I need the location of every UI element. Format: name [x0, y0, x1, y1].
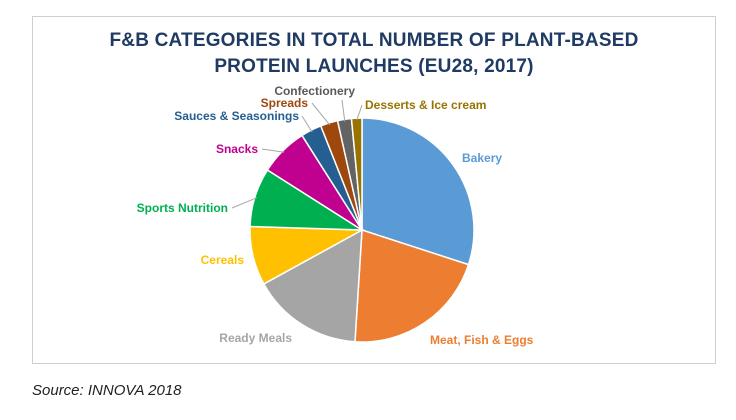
- pie-slice-desserts-ice-cream: [350, 117, 363, 231]
- chart-title-line-1: F&B CATEGORIES IN TOTAL NUMBER OF PLANT-…: [109, 30, 639, 51]
- data-label: Meat, Fish & Eggs: [430, 333, 534, 347]
- chart-title: F&B CATEGORIES IN TOTAL NUMBER OF PLANT-…: [32, 28, 716, 80]
- data-label: Snacks: [216, 142, 258, 156]
- data-label: Sports Nutrition: [137, 201, 228, 215]
- pie-slice-bakery: [361, 117, 475, 266]
- data-label: Desserts & Ice cream: [365, 98, 486, 112]
- data-label: Bakery: [462, 151, 502, 165]
- pie-slice-ready-meals: [262, 228, 363, 343]
- leader-line: [356, 104, 363, 121]
- leader-line: [301, 115, 313, 133]
- data-label: Confectionery: [274, 84, 355, 98]
- chart-title-line-2: PROTEIN LAUNCHES (EU28, 2017): [214, 56, 534, 77]
- leader-line: [261, 148, 285, 153]
- data-label: Cereals: [201, 253, 245, 267]
- pie-slices: [249, 117, 475, 343]
- data-label: Spreads: [261, 96, 309, 110]
- leader-line: [231, 197, 258, 209]
- leader-line: [341, 99, 346, 122]
- leader-line: [311, 102, 331, 126]
- data-label: Ready Meals: [219, 331, 292, 345]
- data-label: Sauces & Seasonings: [174, 109, 299, 123]
- pie-data-labels: Bakery Meat, Fish & Eggs Ready Meals Cereal…: [137, 84, 534, 347]
- pie-slice-meat-fish-eggs: [354, 228, 470, 343]
- source-note: Source: INNOVA 2018: [32, 382, 182, 399]
- label-leader-lines: [231, 99, 363, 209]
